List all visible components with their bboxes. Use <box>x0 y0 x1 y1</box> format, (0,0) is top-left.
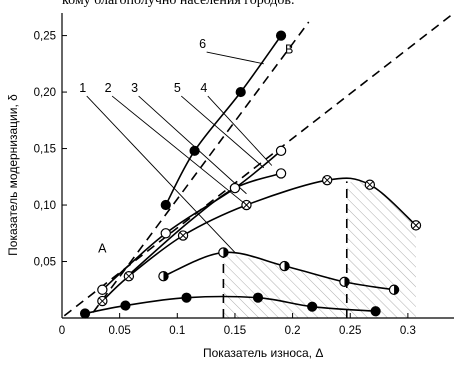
curve-label-3: 3 <box>131 81 138 95</box>
point-series-3 <box>242 200 251 209</box>
x-tick-label: 0.3 <box>400 325 416 337</box>
x-tick-label: 0.15 <box>224 325 246 337</box>
point-series-6 <box>161 200 170 209</box>
point-series-2 <box>340 277 349 286</box>
region-label-A: A <box>98 241 107 255</box>
point-series-6 <box>190 146 199 155</box>
point-series-1 <box>121 301 130 310</box>
point-series-6 <box>276 31 285 40</box>
x-tick-label: 0.25 <box>339 325 361 337</box>
curve-6 <box>166 36 281 205</box>
point-series-5 <box>98 285 107 294</box>
point-series-1 <box>80 309 89 318</box>
leader-line-1 <box>87 96 235 252</box>
point-series-4 <box>276 169 285 178</box>
point-series-1 <box>308 302 317 311</box>
curve-label-6: 6 <box>199 37 206 51</box>
point-series-2 <box>159 272 168 281</box>
point-series-5 <box>230 183 239 192</box>
point-series-3 <box>411 221 420 230</box>
x-tick-label: 0 <box>59 325 65 337</box>
region-label-B: B <box>285 43 293 57</box>
y-tick-label: 0,15 <box>34 144 56 156</box>
leader-line-5 <box>181 96 263 168</box>
point-series-3 <box>365 180 374 189</box>
point-series-3 <box>124 272 133 281</box>
point-series-2 <box>219 248 228 257</box>
point-series-5 <box>276 146 285 155</box>
hatched-region-right <box>347 181 416 318</box>
point-series-1 <box>182 293 191 302</box>
point-series-6 <box>236 87 245 96</box>
curve-label-4: 4 <box>200 81 207 95</box>
curve-label-5: 5 <box>174 81 181 95</box>
x-tick-label: 0.1 <box>169 325 185 337</box>
point-series-2 <box>280 261 289 270</box>
x-tick-label: 0.05 <box>108 325 130 337</box>
leader-line-4 <box>208 96 272 165</box>
curve-label-2: 2 <box>105 81 112 95</box>
point-series-3 <box>323 176 332 185</box>
point-series-1 <box>371 307 380 316</box>
leader-line-2 <box>112 96 246 205</box>
leader-line-6 <box>207 52 264 64</box>
point-series-5 <box>161 229 170 238</box>
y-tick-label: 0,20 <box>34 87 56 99</box>
y-tick-label: 0,25 <box>34 31 56 43</box>
y-tick-label: 0,10 <box>34 200 56 212</box>
y-tick-label: 0,05 <box>34 257 56 269</box>
point-series-2 <box>389 285 398 294</box>
curve-label-1: 1 <box>79 81 86 95</box>
point-series-3 <box>98 296 107 305</box>
x-tick-label: 0.2 <box>285 325 301 337</box>
point-series-3 <box>178 231 187 240</box>
point-series-1 <box>253 293 262 302</box>
